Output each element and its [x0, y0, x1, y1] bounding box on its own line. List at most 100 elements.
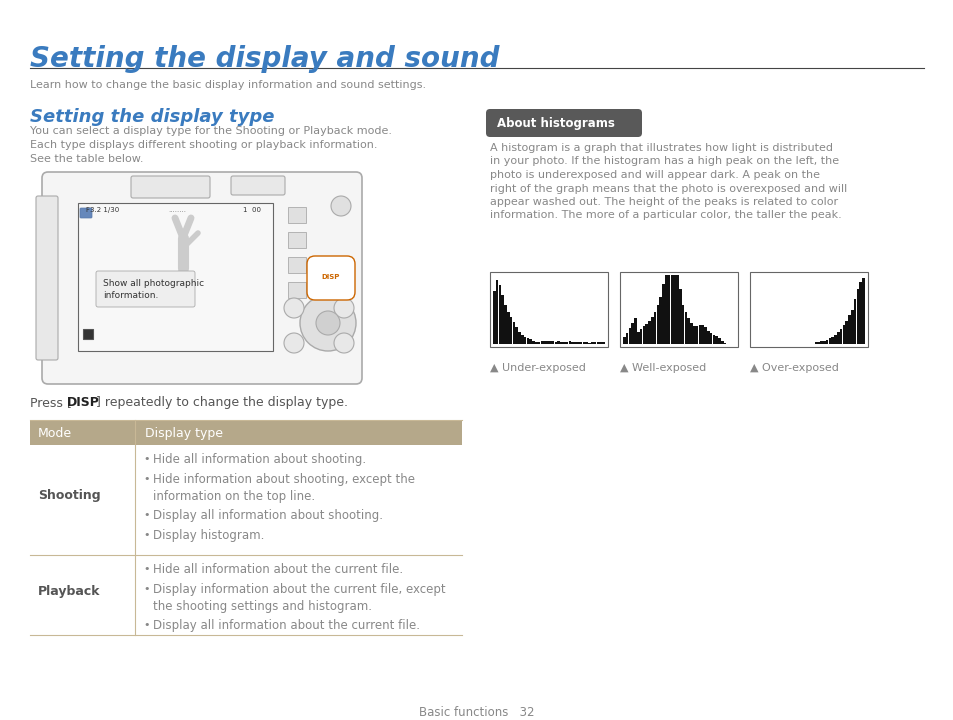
Bar	[30, 555, 461, 635]
Bar	[820, 341, 822, 344]
Bar	[706, 330, 709, 344]
Text: Display all information about the current file.: Display all information about the curren…	[152, 619, 419, 632]
Bar	[664, 275, 667, 344]
Text: Display histogram.: Display histogram.	[152, 529, 264, 542]
Circle shape	[174, 270, 191, 286]
Bar	[517, 333, 520, 344]
Bar	[833, 335, 836, 344]
Text: photo is underexposed and will appear dark. A peak on the: photo is underexposed and will appear da…	[490, 170, 820, 180]
Bar	[749, 272, 867, 347]
Text: Hide information about shooting, except the
information on the top line.: Hide information about shooting, except …	[152, 473, 415, 503]
Bar	[83, 329, 92, 339]
Bar	[523, 337, 526, 344]
Bar	[825, 340, 827, 344]
Text: ........: ........	[168, 207, 186, 213]
Bar	[628, 328, 631, 344]
Bar	[520, 335, 523, 344]
Bar	[700, 325, 703, 344]
Bar	[850, 310, 853, 344]
Bar	[490, 272, 607, 347]
Bar	[515, 328, 517, 344]
Text: Setting the display and sound: Setting the display and sound	[30, 45, 499, 73]
Text: •: •	[143, 454, 150, 464]
Text: •: •	[143, 564, 150, 574]
Bar	[659, 297, 661, 344]
Text: You can select a display type for the Shooting or Playback mode.: You can select a display type for the Sh…	[30, 126, 392, 136]
Text: Press [: Press [	[30, 396, 71, 409]
Bar	[715, 336, 718, 344]
Bar	[814, 343, 817, 344]
Text: ▲ Under-exposed: ▲ Under-exposed	[490, 363, 585, 373]
Text: See the table below.: See the table below.	[30, 154, 143, 164]
Bar	[593, 342, 596, 344]
Bar	[859, 282, 862, 344]
Bar	[559, 342, 562, 344]
Text: •: •	[143, 474, 150, 484]
Text: Setting the display type: Setting the display type	[30, 108, 274, 126]
Bar	[288, 207, 306, 223]
Bar	[703, 327, 706, 344]
Text: DISP: DISP	[67, 396, 100, 409]
Text: Each type displays different shooting or playback information.: Each type displays different shooting or…	[30, 140, 377, 150]
Bar	[504, 305, 506, 344]
Bar	[822, 341, 824, 344]
Bar	[509, 318, 512, 344]
Circle shape	[284, 298, 304, 318]
Bar	[661, 284, 664, 344]
Bar	[689, 323, 692, 344]
Bar	[650, 318, 653, 344]
Bar	[288, 232, 306, 248]
Text: •: •	[143, 510, 150, 520]
Text: Hide all information about shooting.: Hide all information about shooting.	[152, 453, 366, 466]
Bar	[634, 318, 637, 344]
Bar	[588, 343, 590, 344]
Bar	[554, 342, 557, 344]
Text: About histograms: About histograms	[497, 117, 615, 130]
Bar	[817, 342, 820, 344]
Bar	[681, 305, 683, 344]
Text: right of the graph means that the photo is overexposed and will: right of the graph means that the photo …	[490, 184, 846, 194]
Bar	[546, 341, 548, 344]
Bar	[571, 342, 574, 344]
Bar	[288, 257, 306, 273]
Bar	[582, 342, 584, 344]
FancyBboxPatch shape	[231, 176, 285, 195]
Bar	[529, 339, 532, 344]
Bar	[856, 289, 859, 344]
Bar	[540, 341, 542, 344]
Bar	[288, 282, 306, 298]
Text: Playback: Playback	[38, 585, 100, 598]
Bar	[551, 341, 554, 344]
Text: appear washed out. The height of the peaks is related to color: appear washed out. The height of the pea…	[490, 197, 838, 207]
FancyBboxPatch shape	[36, 196, 58, 360]
Text: Display information about the current file, except
the shooting settings and his: Display information about the current fi…	[152, 583, 445, 613]
Bar	[526, 338, 529, 344]
Bar	[601, 343, 604, 344]
Text: Show all photographic
information.: Show all photographic information.	[103, 279, 204, 300]
Bar	[853, 299, 856, 344]
Text: Display type: Display type	[145, 427, 223, 440]
FancyBboxPatch shape	[307, 256, 355, 300]
Text: Hide all information about the current file.: Hide all information about the current f…	[152, 563, 403, 576]
Bar	[839, 329, 841, 344]
Bar	[637, 332, 639, 344]
Bar	[532, 341, 535, 344]
Bar	[568, 341, 571, 344]
Text: 1  00: 1 00	[243, 207, 261, 213]
Bar	[631, 323, 634, 344]
Text: DISP: DISP	[321, 274, 340, 280]
Bar	[647, 321, 650, 344]
Bar	[598, 342, 601, 344]
Bar	[506, 312, 509, 344]
Text: ▲ Over-exposed: ▲ Over-exposed	[749, 363, 838, 373]
Bar	[847, 315, 850, 344]
Bar	[692, 325, 695, 344]
Bar	[625, 333, 628, 344]
Bar	[642, 326, 644, 344]
Bar	[537, 342, 540, 344]
Bar	[712, 335, 715, 344]
Circle shape	[334, 298, 354, 318]
Bar	[836, 333, 839, 344]
Circle shape	[299, 295, 355, 351]
Text: Display all information about shooting.: Display all information about shooting.	[152, 509, 382, 522]
